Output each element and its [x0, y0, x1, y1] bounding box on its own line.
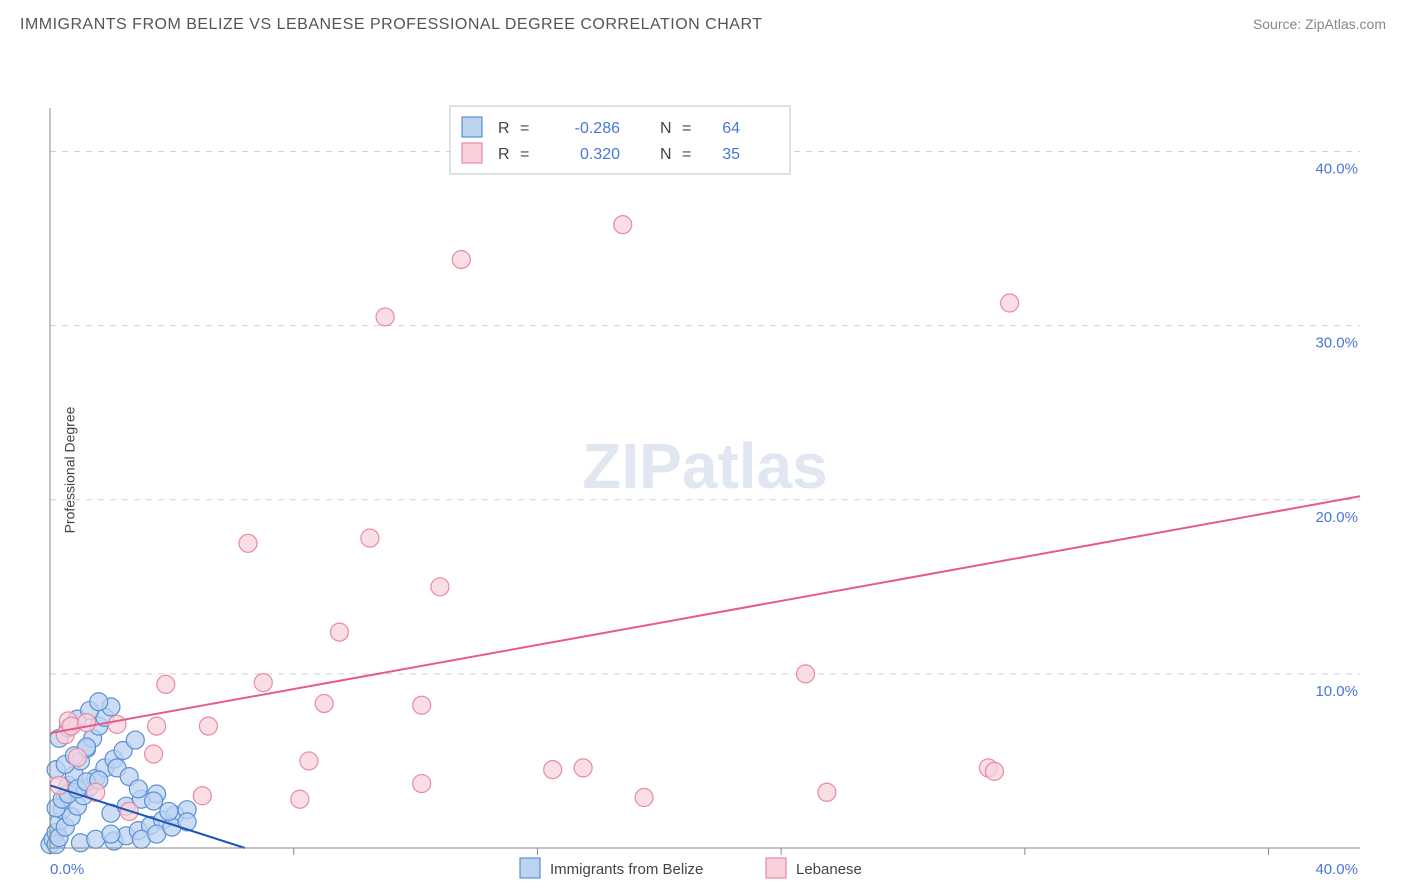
belize-point: [145, 792, 163, 810]
legend-eq: =: [682, 146, 691, 163]
legend-eq: =: [520, 120, 529, 137]
lebanese-point: [413, 775, 431, 793]
lebanese-point: [291, 790, 309, 808]
lebanese-trend-line: [50, 496, 1360, 733]
lebanese-point: [985, 762, 1003, 780]
bottom-legend-label: Immigrants from Belize: [550, 861, 703, 878]
lebanese-point: [78, 714, 96, 732]
lebanese-point: [361, 529, 379, 547]
chart-source: Source: ZipAtlas.com: [1253, 16, 1386, 32]
belize-point: [90, 693, 108, 711]
watermark: ZIPatlas: [582, 430, 827, 502]
lebanese-point: [199, 717, 217, 735]
lebanese-point: [635, 789, 653, 807]
lebanese-point: [1001, 294, 1019, 312]
lebanese-point: [300, 752, 318, 770]
source-label: Source:: [1253, 16, 1301, 32]
y-tick-label: 30.0%: [1315, 335, 1358, 352]
lebanese-point: [68, 748, 86, 766]
chart-title: IMMIGRANTS FROM BELIZE VS LEBANESE PROFE…: [20, 16, 763, 34]
legend-R-label: R: [498, 120, 510, 137]
y-tick-label: 40.0%: [1315, 161, 1358, 178]
x-tick-label: 40.0%: [1315, 861, 1358, 878]
bottom-legend-swatch: [766, 858, 786, 878]
lebanese-point: [254, 674, 272, 692]
lebanese-point: [431, 578, 449, 596]
belize-point: [102, 825, 120, 843]
lebanese-point: [108, 715, 126, 733]
x-tick-label: 0.0%: [50, 861, 84, 878]
chart-area: Professional Degree ZIPatlas 10.0% 20.0% 30…: [0, 48, 1406, 892]
legend-eq: =: [682, 120, 691, 137]
lebanese-point: [148, 717, 166, 735]
lebanese-point: [544, 761, 562, 779]
lebanese-point: [614, 216, 632, 234]
lebanese-point: [315, 694, 333, 712]
belize-point: [126, 731, 144, 749]
legend-swatch: [462, 117, 482, 137]
y-tick-label: 20.0%: [1315, 509, 1358, 526]
lebanese-point: [193, 787, 211, 805]
y-axis-label: Professional Degree: [61, 407, 77, 534]
legend-swatch: [462, 143, 482, 163]
lebanese-point: [239, 534, 257, 552]
lebanese-point: [574, 759, 592, 777]
bottom-legend-label: Lebanese: [796, 861, 862, 878]
lebanese-point: [413, 696, 431, 714]
legend-N-label: N: [660, 120, 672, 137]
legend-R-value: -0.286: [575, 120, 620, 137]
lebanese-point: [330, 623, 348, 641]
legend-eq: =: [520, 146, 529, 163]
legend-R-label: R: [498, 146, 510, 163]
legend-N-value: 35: [722, 146, 740, 163]
lebanese-point: [452, 250, 470, 268]
y-tick-label: 10.0%: [1315, 683, 1358, 700]
lebanese-point: [797, 665, 815, 683]
belize-point: [129, 780, 147, 798]
lebanese-point: [376, 308, 394, 326]
legend-N-value: 64: [722, 120, 740, 137]
lebanese-point: [157, 675, 175, 693]
lebanese-point: [145, 745, 163, 763]
legend-R-value: 0.320: [580, 146, 620, 163]
scatter-chart-svg: ZIPatlas 10.0% 20.0% 30.0% 40.0% 0.0% 40.0% R = -…: [0, 48, 1406, 892]
lebanese-point: [818, 783, 836, 801]
chart-header: IMMIGRANTS FROM BELIZE VS LEBANESE PROFE…: [20, 16, 1386, 34]
bottom-legend-swatch: [520, 858, 540, 878]
source-value: ZipAtlas.com: [1305, 16, 1386, 32]
legend-N-label: N: [660, 146, 672, 163]
belize-point: [160, 802, 178, 820]
points-layer: [41, 216, 1019, 854]
stats-legend: [450, 106, 790, 174]
